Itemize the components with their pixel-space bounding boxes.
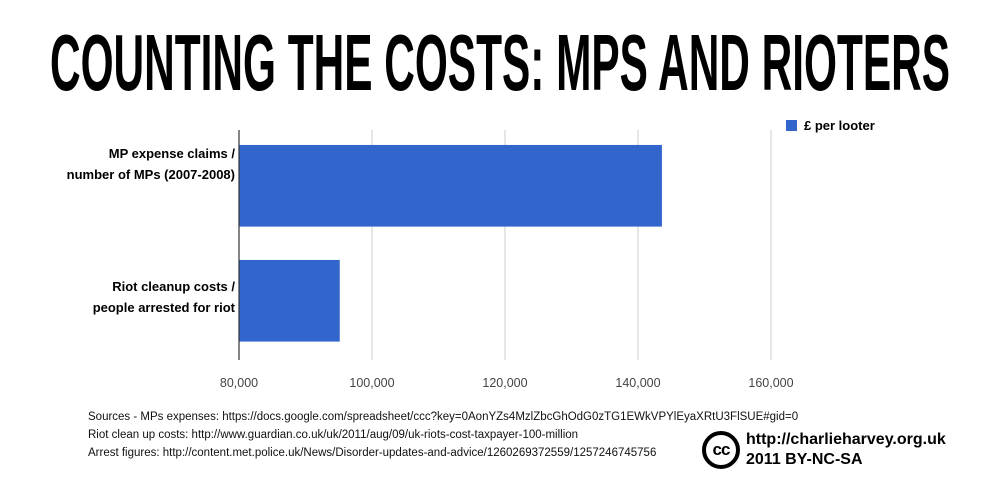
bar [239,144,662,227]
category-label-line: Riot cleanup costs / [112,279,235,294]
x-tick-label: 140,000 [615,376,660,390]
cc-logo-text: cc [712,440,731,459]
chart-title: COUNTING THE COSTS: MPS AND RIOTERS [50,18,950,106]
x-tick-label: 80,000 [220,376,258,390]
legend: £ per looter [786,118,875,133]
x-tick-label: 160,000 [748,376,793,390]
source-line: Sources - MPs expenses: https://docs.goo… [88,411,799,423]
bar-chart: 80,000 100,000 120,000 140,000 160,000 [220,130,794,390]
chart-title-text: COUNTING THE COSTS: MPS AND RIOTERS [50,18,950,106]
credit-url[interactable]: http://charlieharvey.org.uk [746,431,946,448]
x-tick-label: 120,000 [482,376,527,390]
legend-swatch [786,120,797,131]
source-line: Riot clean up costs: http://www.guardian… [88,429,579,441]
credit-license: 2011 BY-NC-SA [746,451,863,468]
category-label-line: MP expense claims / [108,146,235,161]
creative-commons-icon: cc [702,431,740,469]
credit: cc http://charlieharvey.org.uk 2011 BY-N… [702,430,992,470]
x-tick-label: 100,000 [349,376,394,390]
category-label-mp: MP expense claims / number of MPs (2007-… [15,143,235,185]
category-label-line: people arrested for riot [92,300,235,315]
source-line: Arrest figures: http://content.met.polic… [88,447,657,459]
category-label-line: number of MPs (2007-2008) [66,167,235,182]
bar [239,259,340,342]
category-label-riot: Riot cleanup costs / people arrested for… [15,276,235,318]
legend-label: £ per looter [804,118,875,133]
sources: Sources - MPs expenses: https://docs.goo… [88,408,799,462]
